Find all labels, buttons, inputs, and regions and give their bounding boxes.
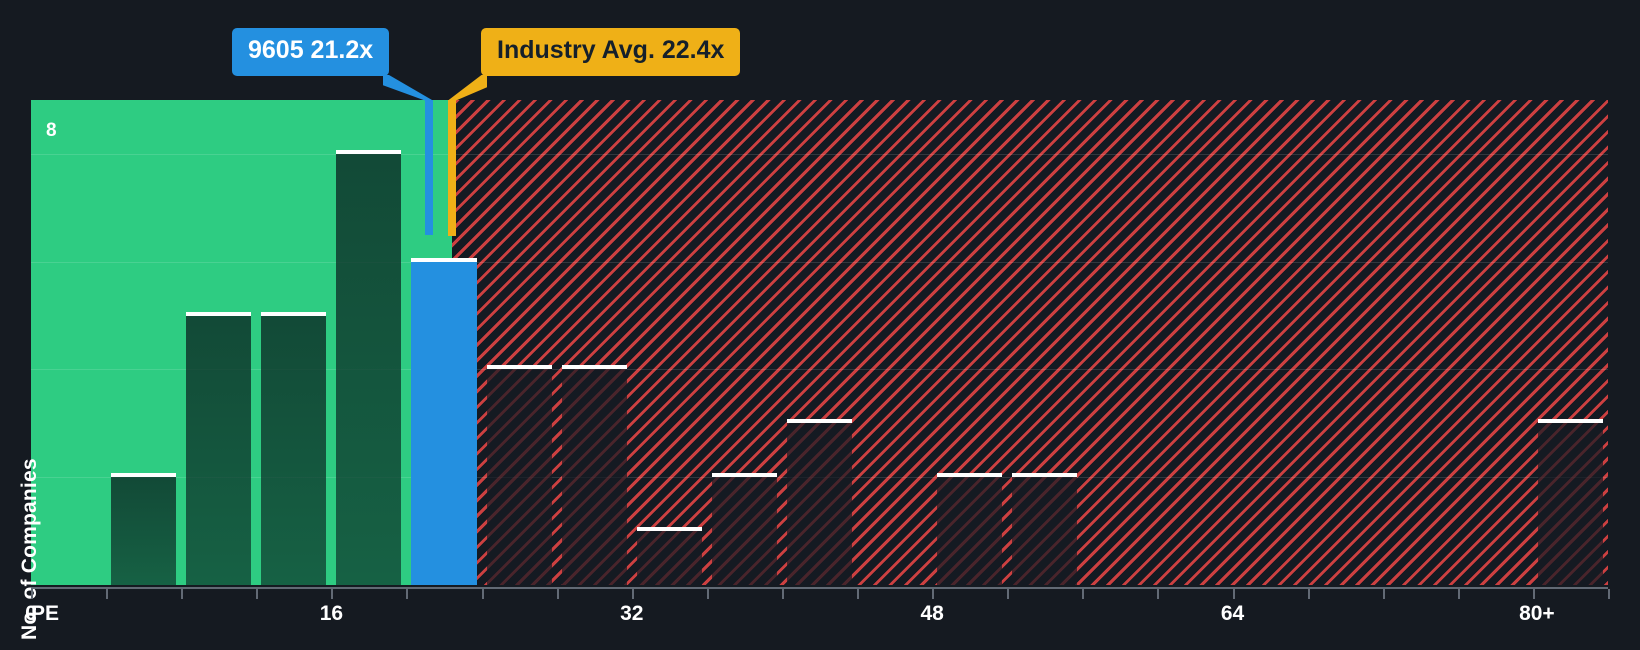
histogram-bar[interactable] [186,311,252,585]
x-axis-tick [1307,589,1310,599]
histogram-bar[interactable] [636,527,702,585]
x-axis-tick [1457,589,1460,599]
bar-cap [636,527,702,532]
histogram-bar[interactable] [111,473,177,585]
x-axis-tick [256,589,259,599]
x-axis-tick [857,589,860,599]
histogram-bar[interactable] [1537,419,1603,585]
x-axis-line [31,587,1608,589]
histogram-bar[interactable] [937,473,1003,585]
bar-cap [1012,473,1078,478]
bar-cap [561,365,627,370]
x-axis-tick [1382,589,1385,599]
x-axis-tick-label: 0 [25,602,37,625]
company-marker-line [425,100,433,235]
x-axis-tick [781,589,784,599]
histogram-bar[interactable] [336,149,402,585]
y-axis-tick-label: 8 [46,120,57,141]
histogram-bar[interactable] [561,365,627,585]
histogram-bar[interactable] [411,257,477,585]
industry-marker-line [447,100,456,236]
x-axis-tick [331,589,334,599]
industry-marker-tail [447,74,487,100]
bar-cap [486,365,552,370]
x-axis-tick-label: 16 [319,602,344,625]
histogram-bar[interactable] [711,473,777,585]
histogram-bar[interactable] [1012,473,1078,585]
bar-cap [411,257,477,262]
x-axis-tick [481,589,484,599]
overvalued-zone [451,100,1608,585]
bar-cap [786,419,853,424]
x-axis-tick [106,589,109,599]
bar-cap [261,311,327,316]
x-axis-tick [31,589,33,599]
x-axis-tick [932,589,935,599]
x-axis-tick [1157,589,1160,599]
histogram-bar[interactable] [486,365,552,585]
histogram-bar[interactable] [261,311,327,585]
bar-cap [937,473,1003,478]
x-axis-tick-label: 48 [920,602,944,625]
histogram-bar[interactable] [786,419,853,585]
bar-cap [186,311,252,316]
plot-area [31,100,1608,585]
x-axis-tick [406,589,409,599]
x-axis-tick [1608,589,1610,599]
x-axis-tick-label: 80+ [1519,602,1555,625]
x-axis-tick [1232,589,1235,599]
bar-cap [711,473,777,478]
x-axis-tick [631,589,634,599]
x-axis-title: PE [31,602,60,625]
company-marker-tail [383,74,434,100]
x-axis-tick [181,589,184,599]
company-pe-callout[interactable]: 9605 21.2x [232,28,390,76]
industry-average-pe-callout[interactable]: Industry Avg. 22.4x [481,28,741,76]
x-axis-tick [706,589,709,599]
x-axis-tick [556,589,559,599]
x-axis-tick-label: 64 [1220,602,1245,625]
bar-cap [111,473,177,478]
x-axis-tick [1082,589,1085,599]
x-axis-tick [1007,589,1010,599]
bar-cap [336,149,402,154]
x-axis-tick [1532,589,1535,599]
x-axis-tick-label: 32 [620,602,644,625]
bar-cap [1537,419,1603,424]
